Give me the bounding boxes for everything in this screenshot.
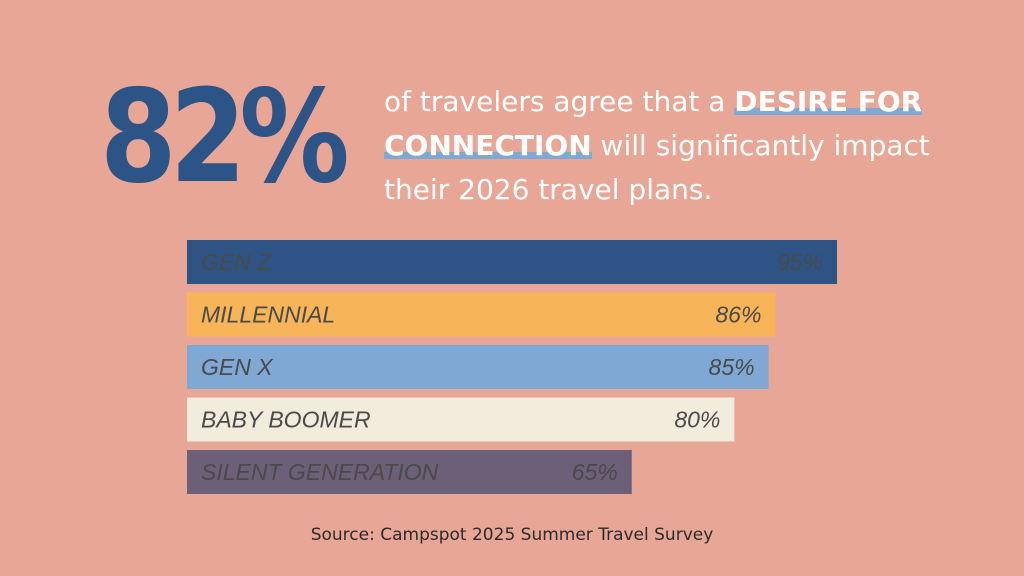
headline-statement: of travelers agree that a DESIRE FOR CON… <box>384 80 944 212</box>
bar-category-label: BABY BOOMER <box>201 407 371 433</box>
bar-gen-x <box>187 345 769 389</box>
bar-category-label: MILLENNIAL <box>201 302 335 328</box>
bar-category-label: GEN X <box>201 354 274 380</box>
bar-value-label: 85% <box>709 354 755 380</box>
bar-category-label: SILENT GENERATION <box>201 459 439 485</box>
bar-value-label: 86% <box>715 302 761 328</box>
bar-baby-boomer <box>187 397 735 442</box>
statement-text-before: of travelers agree that a <box>384 85 735 118</box>
statement-text-after: will significantly impact their 2026 tra… <box>384 129 930 206</box>
headline: 82% of travelers agree that a DESIRE FOR… <box>0 0 1024 230</box>
bar-gen-z <box>187 240 837 284</box>
bar-silent-generation <box>187 450 632 494</box>
bar-category-label: GEN Z <box>201 249 272 275</box>
bar-value-label: 80% <box>674 407 720 433</box>
bar-value-label: 65% <box>572 459 618 485</box>
source-note: Source: Campspot 2025 Summer Travel Surv… <box>310 525 714 545</box>
bar-millennial <box>187 292 776 337</box>
bar-value-label: 95% <box>777 249 823 275</box>
headline-stat: 82% <box>100 63 350 212</box>
